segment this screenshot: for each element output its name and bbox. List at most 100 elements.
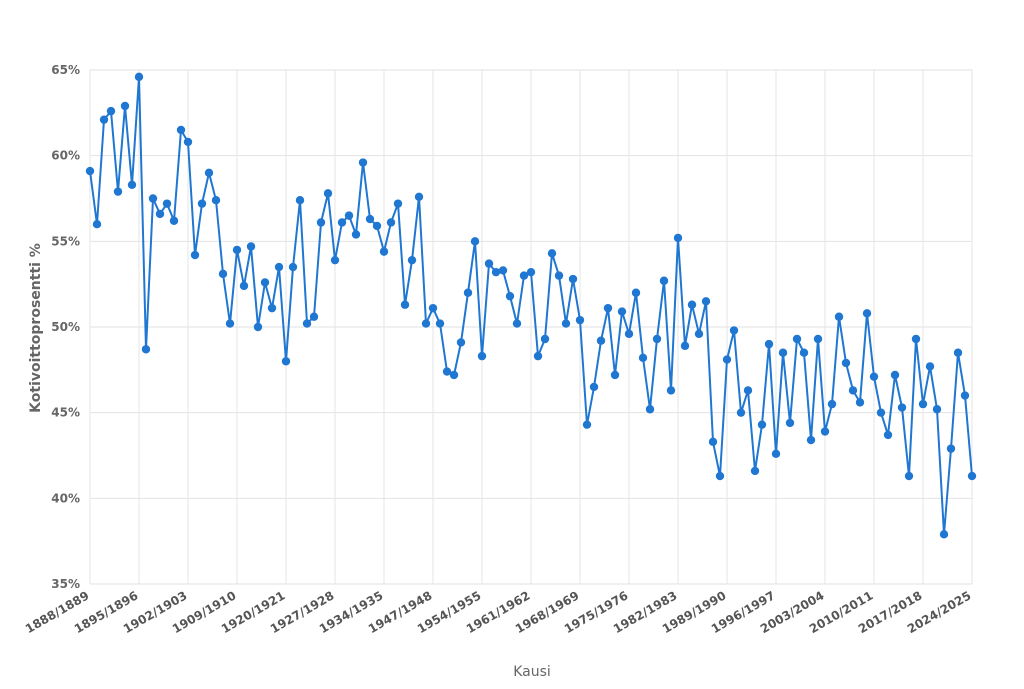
data-point	[358, 158, 368, 167]
data-point	[708, 437, 718, 446]
data-point	[267, 303, 277, 313]
data-point	[582, 420, 592, 429]
data-point	[547, 249, 557, 258]
data-point	[568, 274, 578, 284]
data-point	[820, 427, 830, 436]
data-point	[715, 471, 725, 481]
data-point	[183, 137, 193, 147]
data-point	[596, 336, 606, 345]
data-point	[610, 370, 620, 380]
data-point	[827, 399, 837, 409]
data-point	[134, 72, 144, 82]
data-point	[253, 322, 263, 332]
data-point	[246, 242, 256, 251]
data-point	[883, 430, 893, 440]
data-point	[624, 329, 634, 339]
data-point	[435, 319, 445, 328]
data-point	[337, 218, 347, 227]
data-point	[498, 266, 508, 275]
data-point	[449, 370, 459, 380]
data-point	[456, 338, 466, 347]
data-point	[442, 367, 452, 376]
y-tick-label: 60%	[51, 149, 80, 163]
data-point	[330, 255, 340, 265]
data-point	[743, 386, 753, 395]
data-point	[925, 362, 935, 371]
data-point	[701, 297, 711, 306]
data-point	[757, 420, 767, 429]
data-point	[484, 259, 494, 268]
data-point	[666, 386, 676, 395]
data-point	[722, 355, 732, 364]
data-point	[218, 269, 228, 279]
data-point	[876, 408, 886, 417]
data-point	[463, 288, 473, 297]
data-point	[652, 334, 662, 344]
data-point	[904, 471, 914, 481]
data-point	[386, 218, 396, 227]
data-point	[841, 358, 851, 368]
data-point	[946, 444, 956, 453]
data-point	[232, 245, 242, 255]
data-point	[148, 194, 158, 203]
y-tick-label: 40%	[51, 491, 80, 505]
data-point	[638, 353, 648, 363]
data-point	[421, 319, 431, 328]
data-point	[281, 357, 291, 366]
data-point	[162, 199, 172, 208]
y-axis-ticks: 35% 40% 45% 50% 55% 60% 65%	[51, 63, 80, 591]
data-point	[120, 101, 130, 111]
data-point	[260, 278, 270, 287]
y-axis-title: Kotivoittoprosentti %	[28, 243, 44, 413]
data-point	[197, 199, 207, 208]
data-point	[141, 345, 151, 354]
data-point	[365, 214, 375, 224]
data-point	[344, 211, 354, 220]
data-point	[834, 312, 844, 321]
data-point	[848, 386, 858, 395]
data-point	[323, 189, 333, 198]
data-point	[764, 339, 774, 349]
y-tick-label: 50%	[51, 320, 80, 334]
data-point	[855, 398, 865, 407]
data-point	[778, 348, 788, 357]
data-point	[533, 351, 543, 361]
data-point	[379, 247, 389, 256]
data-point	[750, 466, 760, 476]
data-point	[785, 418, 795, 428]
data-point	[211, 196, 221, 205]
data-point	[736, 408, 746, 417]
data-point	[351, 230, 361, 239]
x-axis-title: Kausi	[513, 664, 551, 680]
data-point	[113, 187, 123, 196]
data-point	[540, 334, 550, 344]
data-point	[918, 399, 928, 409]
data-point	[771, 449, 781, 458]
data-point	[239, 281, 249, 291]
data-point	[673, 233, 683, 243]
data-point	[393, 199, 403, 208]
data-point	[477, 351, 487, 361]
series-layer	[85, 72, 977, 539]
data-point	[169, 216, 179, 225]
data-point	[967, 471, 977, 481]
x-axis-ticks: 1888/18891895/18961902/19031909/19101920…	[23, 588, 974, 636]
data-point	[911, 334, 921, 344]
data-point	[288, 262, 298, 272]
data-point	[561, 319, 571, 328]
data-point	[589, 382, 599, 392]
data-point	[414, 192, 424, 201]
data-point	[526, 267, 536, 277]
data-point	[799, 348, 809, 357]
data-point	[939, 530, 949, 539]
data-point	[176, 125, 186, 135]
data-point	[127, 180, 137, 189]
data-point	[645, 405, 655, 414]
data-point	[953, 348, 963, 357]
data-point	[806, 435, 816, 445]
data-point	[554, 271, 564, 280]
data-point	[890, 370, 900, 380]
data-point	[960, 391, 970, 400]
